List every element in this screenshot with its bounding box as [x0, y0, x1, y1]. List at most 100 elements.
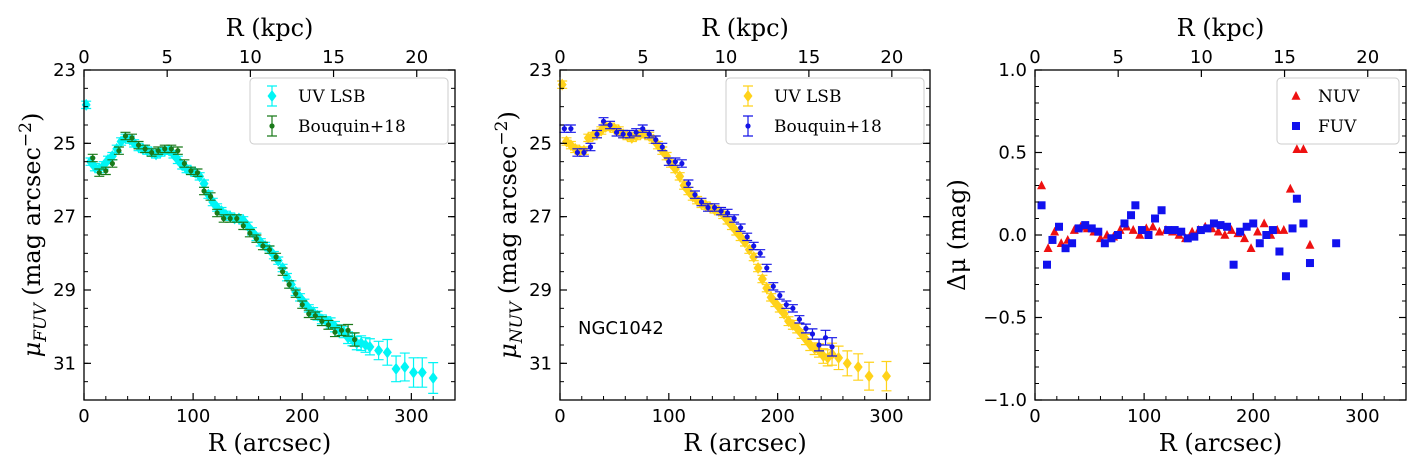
- data-point: [1236, 227, 1245, 236]
- x-tick-label: 0: [78, 406, 89, 427]
- data-point: [1131, 201, 1140, 210]
- data-point: [175, 148, 181, 154]
- y-tick-label: 0.0: [998, 225, 1027, 246]
- data-point: [881, 370, 891, 383]
- x-tick-label: 100: [176, 406, 210, 427]
- legend-marker: [743, 90, 753, 102]
- data-point: [711, 204, 718, 211]
- data-point: [1292, 194, 1301, 203]
- legend-box: [1276, 77, 1400, 145]
- data-point: [273, 254, 279, 260]
- data-point: [753, 262, 763, 274]
- data-point: [1279, 225, 1289, 234]
- data-point: [1196, 226, 1205, 235]
- data-point: [822, 335, 829, 341]
- data-point: [1113, 231, 1122, 239]
- legend-box: [725, 77, 925, 145]
- data-point: [834, 351, 844, 364]
- data-point: [620, 131, 626, 137]
- top-x-tick-label: 5: [1112, 47, 1123, 68]
- data-point: [1177, 227, 1186, 236]
- y-tick-label: 25: [529, 133, 552, 154]
- top-x-tick-label: 0: [1029, 47, 1040, 68]
- data-point: [1262, 231, 1271, 239]
- data-point: [613, 129, 620, 135]
- top-x-tick-label: 10: [239, 47, 262, 68]
- top-axis-title: R (kpc): [226, 14, 314, 42]
- legend-marker: [1292, 122, 1300, 130]
- data-point: [149, 149, 155, 156]
- x-axis-title: R (arcsec): [208, 429, 332, 457]
- top-x-tick-label: 20: [880, 47, 903, 68]
- top-x-tick-label: 20: [1356, 47, 1379, 68]
- legend-marker: [269, 123, 275, 129]
- data-point: [1226, 225, 1236, 234]
- data-point: [325, 322, 332, 328]
- legend-label: NUV: [1318, 87, 1360, 107]
- y-axis-title: μNUV (mag arcsec−2): [492, 111, 527, 359]
- data-point: [816, 342, 822, 348]
- data-point: [306, 311, 312, 317]
- x-tick-label: 300: [1345, 406, 1379, 427]
- top-x-tick-label: 5: [637, 47, 648, 68]
- data-point: [214, 210, 220, 216]
- data-point: [109, 160, 115, 167]
- legend: UV LSB Bouquin+18: [249, 77, 449, 145]
- data-point: [332, 329, 338, 335]
- data-point: [1209, 219, 1218, 228]
- data-point: [1068, 239, 1077, 248]
- y-tick-label: 27: [529, 207, 552, 228]
- data-point: [672, 159, 678, 165]
- data-point: [675, 170, 685, 183]
- y-tick-label: 31: [53, 353, 76, 374]
- series-fuv: [1037, 194, 1341, 281]
- data-point: [1246, 243, 1256, 252]
- data-point: [199, 177, 209, 190]
- legend-label: UV LSB: [298, 87, 365, 107]
- legend-label: FUV: [1318, 117, 1357, 137]
- top-x-tick-label: 15: [322, 47, 345, 68]
- data-point: [194, 170, 201, 176]
- series-nuv: [1037, 144, 1315, 252]
- panel-fuv-profile: 0 100 200 300 0 5 10 15 20 23 25 27 29 31 R (arcsec) R …: [16, 14, 456, 457]
- data-point: [1253, 226, 1263, 236]
- data-point: [374, 344, 384, 357]
- data-point: [1299, 219, 1308, 228]
- series-uv-lsb: [81, 98, 439, 394]
- data-point: [698, 199, 705, 205]
- top-x-tick-label: 15: [797, 47, 820, 68]
- data-point: [266, 247, 273, 253]
- data-point: [122, 133, 129, 139]
- data-point: [1288, 224, 1297, 233]
- x-tick-label: 200: [1236, 406, 1270, 427]
- x-tick-label: 200: [285, 406, 319, 427]
- data-point: [428, 372, 438, 384]
- data-point: [207, 193, 214, 200]
- data-point: [670, 163, 680, 175]
- x-tick-label: 300: [869, 406, 903, 427]
- data-point: [1074, 224, 1083, 233]
- data-point: [594, 131, 600, 137]
- legend-marker: [745, 123, 751, 129]
- data-point: [1223, 222, 1232, 231]
- data-point: [718, 208, 724, 214]
- data-point: [1268, 226, 1277, 235]
- data-point: [1259, 218, 1269, 228]
- data-point: [1107, 234, 1116, 243]
- data-point: [568, 126, 574, 132]
- data-point: [155, 148, 161, 154]
- legend-marker: [1291, 91, 1301, 100]
- data-point: [409, 366, 419, 379]
- data-point: [1298, 144, 1308, 153]
- data-point: [1242, 222, 1251, 231]
- data-point: [790, 305, 796, 311]
- data-point: [365, 340, 375, 353]
- data-point: [1292, 144, 1302, 153]
- data-point: [666, 159, 672, 165]
- data-point: [561, 126, 567, 132]
- data-point: [227, 215, 233, 222]
- data-point: [842, 357, 852, 370]
- data-point: [279, 269, 286, 275]
- top-x-tick-label: 10: [714, 47, 737, 68]
- data-point: [1128, 225, 1138, 234]
